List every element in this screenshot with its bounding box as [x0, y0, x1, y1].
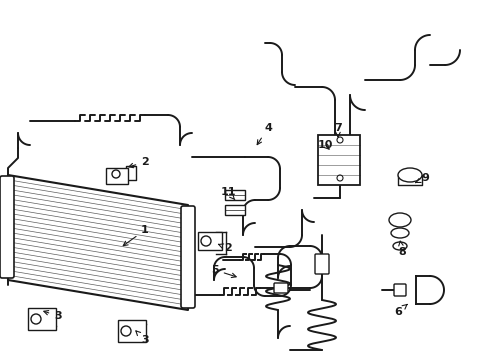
- Text: 1: 1: [123, 225, 148, 246]
- Ellipse shape: [397, 168, 421, 182]
- Text: 3: 3: [136, 331, 148, 345]
- Text: 3: 3: [44, 311, 61, 321]
- Bar: [198, 232, 222, 250]
- Text: 4: 4: [257, 123, 271, 145]
- Text: 2: 2: [128, 157, 148, 168]
- Bar: [224, 190, 244, 200]
- Text: 7: 7: [333, 123, 341, 137]
- Ellipse shape: [390, 228, 408, 238]
- Bar: [28, 308, 56, 330]
- Text: 11: 11: [220, 187, 235, 200]
- Text: 8: 8: [397, 241, 405, 257]
- FancyBboxPatch shape: [314, 254, 328, 274]
- Bar: [317, 135, 359, 185]
- Ellipse shape: [392, 242, 406, 250]
- FancyBboxPatch shape: [393, 284, 405, 296]
- Bar: [106, 168, 128, 184]
- FancyBboxPatch shape: [181, 206, 195, 308]
- FancyBboxPatch shape: [273, 283, 287, 293]
- Text: 5: 5: [211, 265, 236, 278]
- Text: 9: 9: [415, 173, 428, 183]
- Text: 2: 2: [218, 243, 231, 253]
- FancyBboxPatch shape: [0, 176, 14, 278]
- Ellipse shape: [388, 213, 410, 227]
- Bar: [118, 320, 146, 342]
- Text: 10: 10: [317, 140, 332, 150]
- Bar: [224, 205, 244, 215]
- Text: 6: 6: [393, 305, 407, 317]
